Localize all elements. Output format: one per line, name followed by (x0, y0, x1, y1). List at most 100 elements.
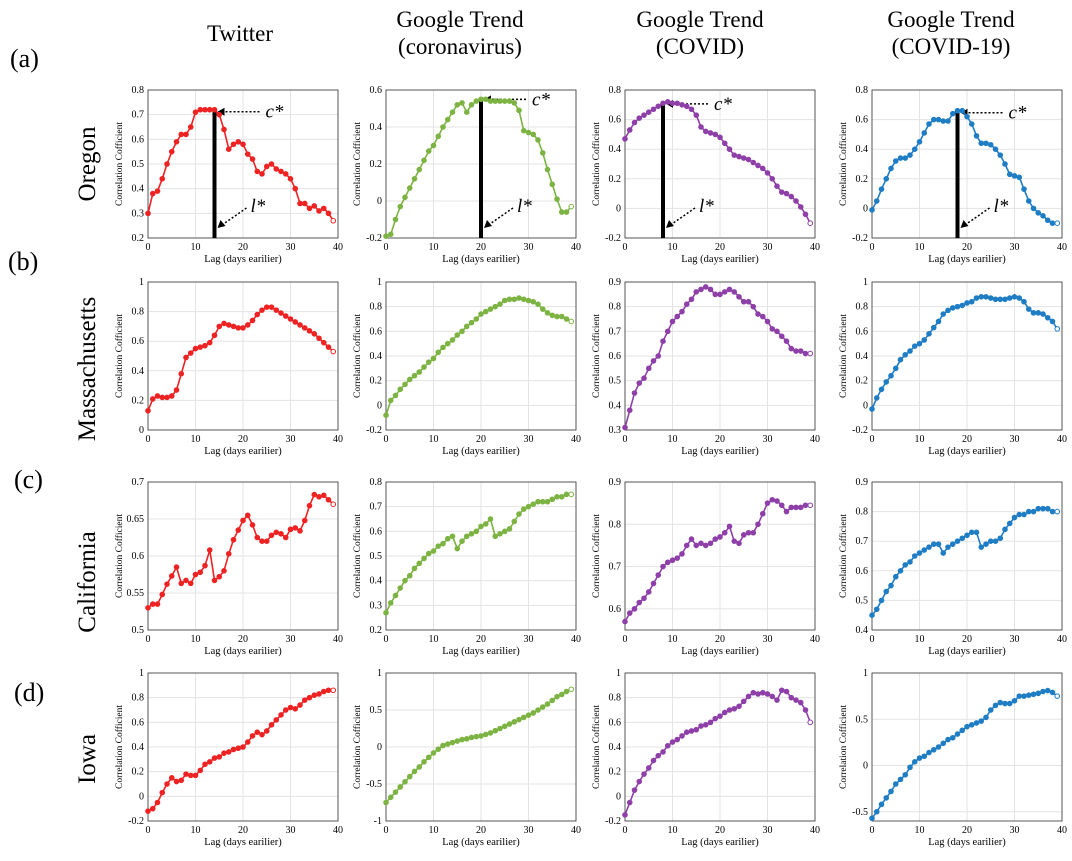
x-tick-label: 10 (191, 242, 201, 253)
data-point (793, 697, 799, 703)
data-point (650, 757, 657, 764)
data-point (1054, 326, 1061, 332)
data-point (698, 540, 704, 547)
y-tick-label: 0.7 (609, 326, 622, 337)
data-point (292, 319, 299, 325)
data-point (655, 752, 662, 759)
data-point (525, 503, 532, 510)
data-point (721, 140, 728, 147)
l-star-label: l* (994, 196, 1009, 217)
chart-panel-california-0: 0 10 20 30 40 0.5 0.55 0.6 0.65 0.7 Lag (days eari… (114, 477, 343, 657)
data-point (1006, 700, 1013, 707)
data-point (254, 729, 261, 736)
data-point (216, 323, 223, 330)
data-point (759, 689, 766, 696)
axes-box (624, 281, 816, 431)
data-point (454, 332, 461, 338)
data-point (535, 707, 541, 713)
data-point (916, 139, 923, 145)
y-tick-label: -0.2 (366, 233, 382, 244)
data-point (1011, 173, 1018, 179)
data-point (459, 328, 465, 335)
data-point (221, 750, 227, 756)
x-tick-label: 40 (1057, 434, 1067, 445)
y-axis-label: Correlation Cofficient (838, 705, 849, 789)
data-point (183, 771, 189, 777)
data-point (473, 733, 480, 740)
data-point (549, 312, 556, 319)
y-tick-label: 0.6 (856, 115, 869, 126)
data-point (230, 141, 237, 148)
data-point (707, 719, 714, 726)
y-tick-label: 0 (863, 203, 868, 214)
data-point (902, 351, 909, 358)
y-tick-label: 0.5 (370, 705, 383, 716)
data-point (783, 508, 790, 515)
y-tick-label: -0.2 (605, 233, 621, 244)
x-tick-label: 20 (238, 434, 248, 445)
y-tick-label: 0.8 (856, 507, 869, 518)
data-point (568, 686, 575, 693)
data-point (902, 155, 909, 161)
data-point (145, 605, 151, 611)
data-point (249, 156, 256, 162)
x-tick-label: 0 (870, 634, 875, 645)
data-point (320, 339, 327, 346)
data-point (873, 395, 880, 401)
y-tick-label: 0.2 (856, 174, 869, 185)
data-point (717, 134, 723, 141)
data-point (463, 736, 470, 742)
data-point (411, 176, 418, 182)
data-point (206, 759, 213, 765)
data-point (192, 109, 199, 116)
data-point (402, 194, 408, 201)
data-point (945, 736, 951, 743)
data-point (802, 211, 809, 218)
data-point (197, 767, 204, 774)
data-point (383, 233, 389, 239)
y-tick-label: 0.8 (132, 693, 145, 704)
axes-box (385, 281, 577, 431)
data-point (726, 286, 733, 293)
data-point (187, 772, 194, 779)
data-point (930, 324, 937, 331)
x-tick-label: 30 (1010, 634, 1020, 645)
x-axis-label: Lag (days earilier) (928, 646, 1006, 657)
data-point (983, 140, 989, 147)
y-tick-label: 0.5 (370, 551, 383, 562)
x-tick-label: 10 (668, 825, 678, 836)
data-point (945, 544, 951, 550)
data-point (263, 304, 270, 310)
data-point (1016, 693, 1023, 699)
data-point (1030, 205, 1037, 212)
y-tick-label: 0.4 (856, 144, 869, 155)
data-point (802, 707, 809, 713)
data-point (197, 106, 204, 113)
data-point (949, 734, 956, 741)
column-title-line: Google Trend (887, 7, 1015, 32)
data-point (330, 217, 337, 224)
data-point (211, 332, 218, 339)
data-point (282, 707, 289, 713)
row-tag-a: (a) (10, 44, 39, 73)
data-point (282, 534, 289, 541)
data-point (916, 550, 923, 556)
data-point (907, 152, 913, 158)
data-point (698, 286, 704, 293)
data-point (478, 311, 484, 317)
data-point (797, 504, 804, 511)
data-point (497, 98, 503, 104)
data-point (149, 601, 156, 607)
data-point (325, 496, 332, 503)
data-point (544, 701, 551, 707)
data-point (244, 322, 251, 328)
data-point (268, 722, 275, 728)
x-tick-label: 40 (571, 242, 581, 253)
data-point (259, 171, 265, 177)
column-title-line: (coronavirus) (398, 34, 522, 59)
data-point (563, 688, 570, 695)
data-point (383, 799, 389, 806)
